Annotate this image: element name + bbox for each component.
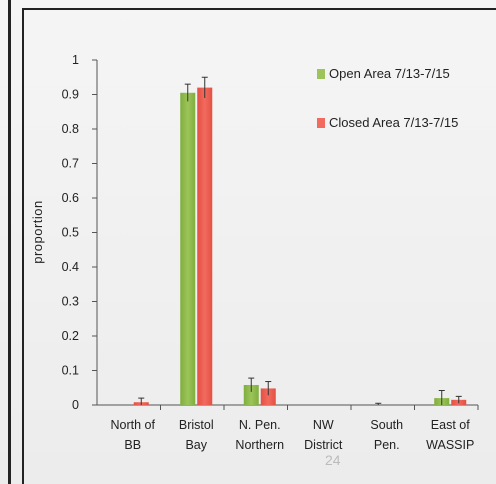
bars (133, 76, 467, 406)
legend: Open Area 7/13-7/15 Closed Area 7/13-7/15 (317, 66, 458, 130)
x-tick-label: North of (111, 418, 156, 432)
x-tick-label: Northern (235, 438, 284, 452)
y-tick-label: 0.2 (62, 329, 79, 343)
y-tick-label: 0.7 (62, 157, 79, 171)
y-tick-label: 0.5 (62, 226, 79, 240)
x-tick-label: East of (431, 418, 470, 432)
y-tick-label: 0 (72, 398, 79, 412)
bar-closed-1 (197, 87, 213, 405)
legend-entry-open: Open Area 7/13-7/15 (329, 66, 450, 81)
frame-inner-left-line (22, 8, 24, 484)
legend-entry-closed: Closed Area 7/13-7/15 (329, 115, 458, 130)
y-ticks: 0 0.1 0.2 0.3 0.4 0.5 0.6 0.7 0.8 0.9 1 (62, 53, 97, 412)
bar-open-1 (180, 92, 196, 406)
y-tick-label: 0.9 (62, 88, 79, 102)
y-tick-label: 1 (72, 53, 79, 67)
frame-top-line (22, 8, 496, 10)
y-tick-label: 0.8 (62, 122, 79, 136)
y-tick-label: 0.1 (62, 364, 79, 378)
bar-closed-2 (260, 388, 276, 405)
x-tick-labels: North of BB Bristol Bay N. Pen. Northern NW Dis… (111, 418, 475, 452)
x-tick-label: Bay (185, 438, 207, 452)
y-tick-label: 0.6 (62, 191, 79, 205)
y-tick-label: 0.4 (62, 260, 79, 274)
legend-swatch-open (317, 69, 325, 79)
legend-swatch-closed (317, 118, 325, 128)
frame-left-line (8, 0, 11, 484)
x-tick-label: District (304, 438, 343, 452)
y-tick-label: 0.3 (62, 295, 79, 309)
x-tick-label: NW (313, 418, 334, 432)
axes (96, 60, 479, 410)
x-tick-label: BB (124, 438, 141, 452)
x-tick-label: Pen. (374, 438, 400, 452)
x-tick-label: Bristol (179, 418, 214, 432)
y-axis-label: proportion (30, 200, 45, 264)
x-tick-label: WASSIP (426, 438, 474, 452)
page-number: 24 (325, 452, 341, 468)
bar-open-2 (243, 384, 259, 405)
x-tick-label: N. Pen. (239, 418, 281, 432)
x-tick-label: South (370, 418, 403, 432)
